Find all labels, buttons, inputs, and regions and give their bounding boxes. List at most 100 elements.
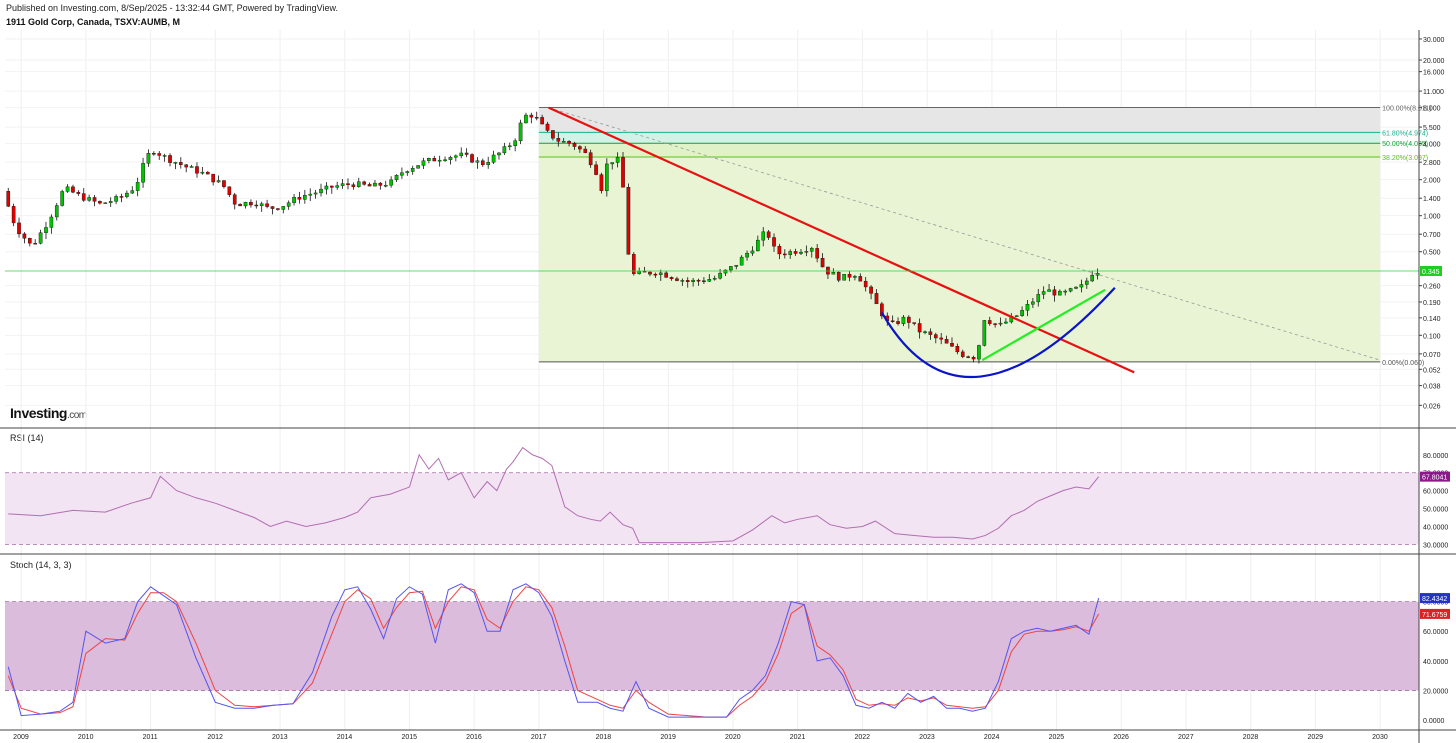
- candle-body: [804, 251, 809, 253]
- candle-body: [162, 155, 167, 157]
- stoch-tick-label: 60.0000: [1423, 629, 1448, 636]
- candle-body: [907, 316, 911, 323]
- candle-body: [27, 238, 32, 244]
- price-tick-label: 0.190: [1423, 300, 1441, 307]
- candle-body: [653, 273, 658, 276]
- candle-body: [1031, 301, 1035, 305]
- candle-body: [130, 190, 135, 194]
- candle-body: [308, 193, 313, 196]
- time-tick-label: 2030: [1372, 734, 1388, 741]
- candle-body: [578, 146, 582, 150]
- candle-body: [33, 242, 38, 245]
- time-tick-label: 2025: [1049, 734, 1065, 741]
- candle-body: [486, 162, 491, 166]
- candle-body: [534, 116, 539, 119]
- stoch-panel-title: Stoch (14, 3, 3): [10, 560, 72, 570]
- candle-body: [685, 280, 690, 282]
- rounding-bottom-arc: [880, 286, 1116, 379]
- candle-body: [389, 179, 393, 186]
- candle-body: [324, 185, 329, 190]
- candle-body: [842, 274, 846, 281]
- candle-body: [712, 278, 717, 280]
- time-tick-label: 2022: [854, 734, 870, 741]
- candle-body: [599, 174, 604, 191]
- rsi-band: [5, 472, 1419, 545]
- candle-body: [108, 201, 113, 203]
- candle-body: [60, 191, 64, 206]
- candle-body: [874, 293, 879, 305]
- stoch-k-label: 82.4342: [1422, 596, 1447, 603]
- candle-body: [470, 154, 474, 163]
- price-tick-label: 0.070: [1423, 352, 1441, 359]
- candle-body: [259, 203, 264, 206]
- candle-body: [394, 175, 399, 181]
- candle-body: [955, 346, 960, 353]
- candle-body: [11, 206, 16, 224]
- candle-body: [637, 270, 642, 274]
- candle-body: [648, 271, 652, 275]
- candle-body: [933, 334, 938, 339]
- price-tick-label: 8.000: [1423, 106, 1441, 113]
- candle-body: [6, 191, 11, 207]
- dashed-trendline: [548, 107, 1381, 361]
- candle-body: [923, 331, 927, 333]
- candle-body: [227, 186, 232, 195]
- stoch-tick-label: 0.0000: [1423, 718, 1445, 725]
- chart-title: 1911 Gold Corp, Canada, TSXV:AUMB, M: [6, 17, 181, 27]
- candle-body: [691, 279, 695, 282]
- candle-body: [410, 168, 415, 172]
- time-tick-label: 2012: [207, 734, 223, 741]
- time-tick-label: 2029: [1307, 734, 1323, 741]
- time-tick-label: 2014: [337, 734, 353, 741]
- candle-body: [437, 159, 442, 162]
- candle-body: [313, 192, 318, 195]
- candle-body: [529, 114, 534, 118]
- candle-body: [502, 146, 507, 154]
- candle-body: [168, 155, 172, 163]
- rsi-line: [8, 446, 1100, 544]
- candle-body: [745, 252, 749, 258]
- candle-body: [432, 158, 437, 162]
- candle-body: [702, 280, 706, 282]
- candle-body: [125, 192, 129, 197]
- candle-body: [76, 192, 81, 194]
- candle-body: [777, 245, 782, 255]
- candle-body: [497, 152, 501, 156]
- price-tick-label: 11.000: [1423, 89, 1444, 96]
- fib-level-label: 61.80%(4.974): [1382, 130, 1428, 137]
- rsi-tick-label: 50.0000: [1423, 507, 1448, 514]
- candle-body: [809, 248, 814, 252]
- candle-body: [680, 280, 685, 282]
- price-tick-label: 0.100: [1423, 333, 1441, 340]
- candle-body: [416, 165, 420, 169]
- candle-body: [880, 303, 884, 317]
- candle-body: [669, 277, 674, 279]
- candle-body: [739, 256, 744, 266]
- candle-body: [966, 356, 970, 358]
- candle-body: [772, 237, 776, 247]
- candle-body: [556, 138, 561, 142]
- candle-body: [987, 320, 992, 324]
- time-tick-label: 2024: [984, 734, 1000, 741]
- candle-body: [869, 286, 873, 294]
- candle-body: [459, 152, 464, 157]
- time-tick-label: 2020: [725, 734, 741, 741]
- candle-body: [631, 254, 636, 274]
- candle-body: [896, 321, 900, 324]
- candle-body: [222, 180, 226, 187]
- candle-body: [729, 266, 733, 271]
- candle-body: [1036, 294, 1041, 303]
- price-tick-label: 0.026: [1423, 403, 1441, 410]
- candle-body: [216, 180, 221, 183]
- rsi-tick-label: 30.0000: [1423, 542, 1448, 549]
- time-tick-label: 2019: [660, 734, 676, 741]
- candle-body: [464, 152, 469, 155]
- candle-body: [507, 145, 512, 148]
- candle-body: [756, 239, 760, 252]
- candle-body: [1047, 289, 1051, 292]
- candle-body: [1014, 315, 1019, 317]
- candle-body: [157, 153, 162, 156]
- candle-body: [734, 264, 739, 267]
- candle-body: [545, 123, 550, 131]
